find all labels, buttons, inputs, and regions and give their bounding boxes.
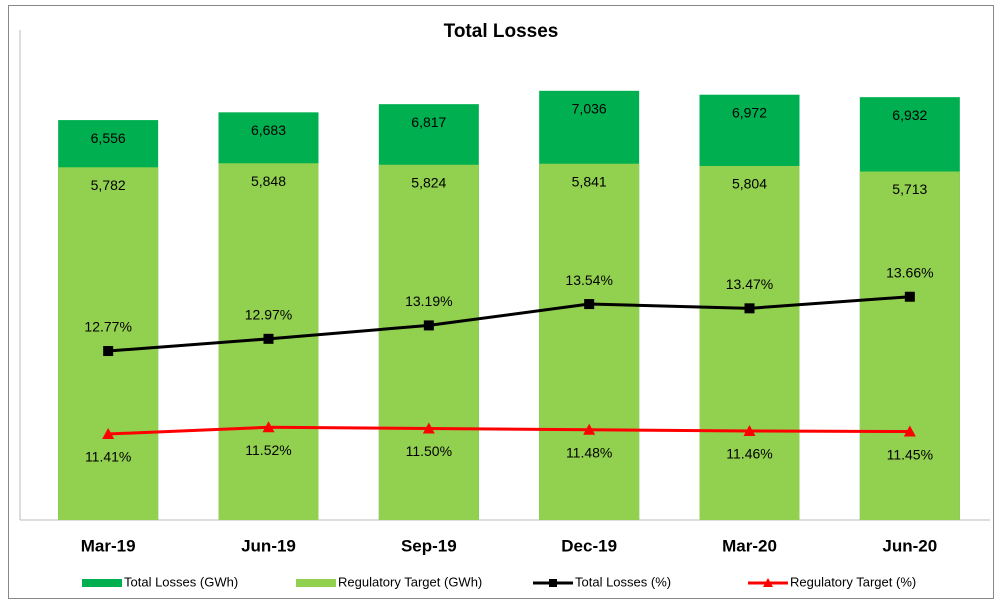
line-value-label: 11.50%: [406, 443, 452, 459]
line-marker: [744, 303, 755, 314]
bar: [699, 165, 800, 520]
x-tick-label: Jun-20: [882, 536, 937, 555]
line-marker: [904, 291, 915, 302]
legend-marker: [763, 578, 773, 587]
x-tick-label: Jun-19: [241, 536, 296, 555]
line-value-label: 11.52%: [245, 442, 291, 458]
line-value-label: 11.46%: [726, 446, 772, 462]
x-tick-label: Sep-19: [401, 536, 457, 555]
line-value-label: 13.47%: [726, 276, 773, 292]
legend-label: Total Losses (%): [575, 574, 671, 589]
line-value-label: 11.45%: [887, 446, 933, 462]
bar-value-label: 6,683: [251, 122, 286, 138]
legend-label: Regulatory Target (GWh): [338, 574, 482, 589]
bar: [378, 164, 479, 520]
x-tick-label: Dec-19: [561, 536, 617, 555]
line-marker: [743, 424, 756, 436]
bar-value-label: 6,972: [732, 104, 767, 120]
bar-value-label: 5,804: [732, 176, 767, 192]
line: [108, 295, 910, 353]
bar-value-label: 6,556: [91, 130, 126, 146]
bar-value-label: 5,848: [251, 173, 286, 189]
bar: [859, 171, 960, 520]
line-marker: [584, 299, 595, 310]
bar: [539, 163, 640, 520]
bar-value-label: 7,036: [572, 101, 607, 117]
bar-value-label: 5,841: [572, 173, 607, 189]
line-value-label: 12.77%: [84, 319, 131, 335]
line-marker: [263, 333, 274, 344]
chart-title: Total Losses: [444, 21, 559, 42]
bar-value-label: 5,713: [892, 181, 927, 197]
bar-value-label: 5,824: [411, 174, 446, 190]
line-value-label: 11.41%: [85, 449, 131, 465]
line-value-label: 12.97%: [245, 307, 292, 323]
x-tick-label: Mar-20: [722, 536, 777, 555]
x-tick-label: Mar-19: [81, 536, 136, 555]
line-value-label: 13.19%: [405, 293, 452, 309]
bar-value-label: 6,817: [411, 114, 446, 130]
line-marker: [103, 346, 114, 357]
line-marker: [102, 427, 115, 439]
line-marker: [262, 421, 275, 433]
line-marker: [903, 425, 916, 437]
bar-value-label: 5,782: [91, 177, 126, 193]
legend-swatch: [296, 579, 336, 587]
legend-swatch: [82, 579, 122, 587]
line-value-label: 13.66%: [886, 264, 933, 280]
legend-label: Total Losses (GWh): [124, 574, 238, 589]
line-marker: [422, 422, 435, 434]
line-marker: [583, 423, 596, 435]
legend-marker: [549, 579, 557, 587]
line-value-label: 13.54%: [565, 272, 612, 288]
line: [108, 425, 910, 436]
line-marker: [423, 320, 434, 331]
bar: [58, 167, 159, 520]
line-value-label: 11.48%: [566, 444, 612, 460]
legend-label: Regulatory Target (%): [790, 574, 916, 589]
bar-value-label: 6,932: [892, 107, 927, 123]
